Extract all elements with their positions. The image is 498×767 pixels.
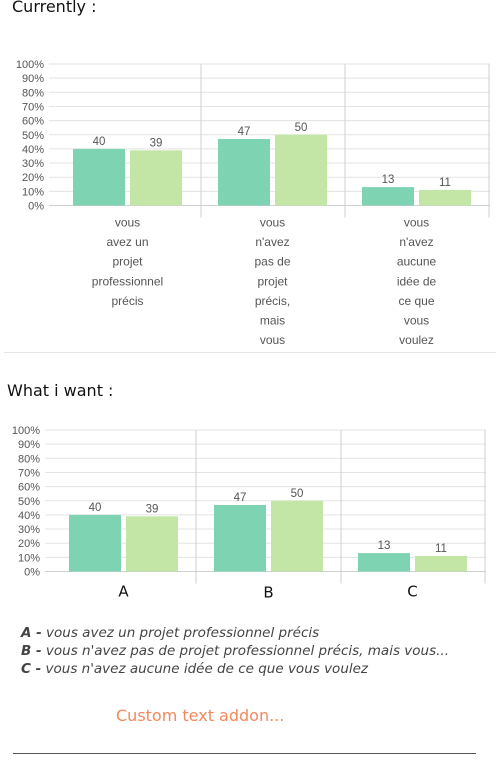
data-label: 39 [146,503,159,515]
y-tick-label: 30% [18,524,40,536]
legend-line-c: C - vous n'avez aucune idée de ce que vo… [21,660,461,678]
category-label-line: voulez [399,333,434,347]
y-tick-label: 80% [22,87,44,99]
bottom-rule [13,753,476,754]
chart-currently: 100% 90% 80% 70% 60% 50% 40% 30% 20% 10% 0% 40 47 13 3… [16,59,490,347]
bar-s2-c2 [275,134,327,206]
bar-s2-c2 [271,500,323,572]
data-label: 11 [439,177,451,189]
heading-what-i-want: What i want : [7,381,114,400]
data-label: 39 [150,137,163,149]
y-tick-label: 40% [22,144,44,156]
bar-s2-c1 [126,516,178,572]
data-label: 40 [89,502,102,514]
category-label-line: vous [404,216,429,230]
category-label-line: vous [115,216,140,230]
y-tick-label: 10% [22,186,44,198]
y-tick-label: 50% [22,130,44,142]
category-label-line: vous [404,314,429,328]
category-label: C [407,583,417,601]
bar-s2-c1 [130,150,182,206]
y-tick-label: 50% [18,496,40,508]
heading-currently: Currently : [12,0,97,16]
category-label: B [263,584,273,602]
legend-key-c: C - [21,661,42,677]
category-legend: A - vous avez un projet professionnel pr… [21,624,461,678]
y-tick-label: 20% [18,538,40,550]
data-label: 50 [291,488,304,500]
y-tick-label: 0% [28,201,44,213]
category-label-line: n'avez [255,235,289,249]
category-label: A [118,583,129,601]
category-label-line: projet [112,255,143,269]
y-tick-label: 70% [18,467,40,479]
category-label-line: aucune [397,255,437,269]
category-label-line: pas de [254,255,290,269]
chart-what-i-want: 100% 90% 80% 70% 60% 50% 40% 30% 20% 10% 0% 40 47 13 3… [12,425,486,602]
custom-text-addon[interactable]: Custom text addon... [116,706,285,725]
category-label-line: avez un [106,235,148,249]
legend-line-b: B - vous n'avez pas de projet profession… [21,642,461,660]
legend-key-a: A - [21,625,42,641]
data-label: 47 [234,492,247,504]
bar-s1-c3 [362,187,414,206]
section-divider [4,352,496,353]
data-label: 40 [93,136,106,148]
category-label-line: précis [111,294,143,308]
y-tick-label: 30% [22,158,44,170]
data-label: 13 [382,174,395,186]
legend-text-b: vous n'avez pas de projet professionnel … [41,643,449,659]
data-label: 13 [378,540,391,552]
y-tick-label: 60% [18,482,40,494]
category-label-line: ce que [398,294,434,308]
bar-s1-c2 [214,504,266,572]
legend-text-c: vous n'avez aucune idée de ce que vous v… [41,661,369,677]
data-label: 47 [238,126,251,138]
y-tick-label: 90% [18,439,40,451]
y-tick-label: 40% [18,510,40,522]
legend-text-a: vous avez un projet professionnel précis [41,625,320,641]
category-label-line: précis, [255,294,290,308]
bar-s1-c1 [73,148,125,206]
bar-s2-c3 [419,189,471,206]
y-tick-label: 60% [22,116,44,128]
bar-s1-c3 [358,553,410,572]
category-label-line: n'avez [399,235,433,249]
category-label-line: projet [257,274,288,288]
category-label-line: vous [260,216,285,230]
y-tick-label: 100% [16,59,44,71]
category-label-line: vous [260,333,285,347]
bar-s2-c3 [415,555,467,572]
y-tick-label: 70% [22,101,44,113]
y-tick-label: 80% [18,453,40,465]
y-tick-label: 20% [22,172,44,184]
y-tick-label: 90% [22,73,44,85]
bar-s1-c2 [218,138,270,206]
category-label-line: mais [260,314,285,328]
y-tick-label: 10% [18,552,40,564]
category-label-line: idée de [397,274,437,288]
legend-line-a: A - vous avez un projet professionnel pr… [21,624,461,642]
data-label: 11 [435,543,447,555]
category-label-line: professionnel [92,274,163,288]
y-tick-label: 0% [24,567,40,579]
legend-key-b: B - [21,643,42,659]
data-label: 50 [295,122,308,134]
y-tick-label: 100% [12,425,40,437]
bar-s1-c1 [69,514,121,572]
